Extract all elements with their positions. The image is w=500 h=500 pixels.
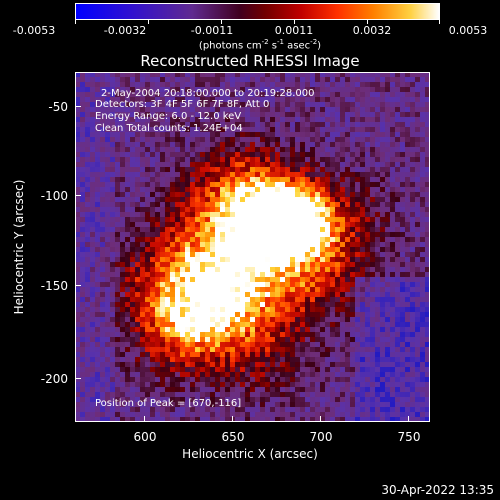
x-tick-label: 750 bbox=[397, 430, 421, 444]
colorbar-tick bbox=[294, 20, 295, 24]
peak-position-text: Position of Peak = [670,-116] bbox=[95, 398, 242, 409]
x-tick-label: 600 bbox=[133, 430, 157, 444]
colorbar-tick bbox=[367, 20, 368, 24]
x-tick bbox=[320, 416, 321, 422]
rhessi-image bbox=[75, 72, 430, 422]
x-tick bbox=[408, 416, 409, 422]
colorbar-tick-label: 0.0053 bbox=[448, 24, 488, 37]
colorbar-tick bbox=[75, 20, 76, 24]
y-tick bbox=[75, 106, 81, 107]
y-tick bbox=[75, 378, 81, 379]
x-tick-label: 650 bbox=[221, 430, 245, 444]
colorbar-tick bbox=[439, 20, 440, 24]
y-tick-label: -150 bbox=[40, 279, 68, 293]
colorbar-tick-label: -0.0011 bbox=[190, 24, 234, 37]
colorbar-tick-label: 0.0011 bbox=[274, 24, 314, 37]
x-tick-label: 700 bbox=[309, 430, 333, 444]
timestamp: 30-Apr-2022 13:35 bbox=[381, 483, 494, 497]
colorbar-tick-label: -0.0032 bbox=[103, 24, 147, 37]
heatmap bbox=[75, 72, 430, 422]
x-tick bbox=[232, 416, 233, 422]
colorbar-tick-label: 0.0032 bbox=[352, 24, 392, 37]
detectors-text: Detectors: 3F 4F 5F 6F 7F 8F, Att 0 bbox=[95, 99, 270, 110]
time-range-text: 2-May-2004 20:18:00.000 to 20:19:28.000 bbox=[101, 88, 315, 99]
image-title: Reconstructed RHESSI Image bbox=[140, 52, 360, 70]
x-tick bbox=[144, 416, 145, 422]
y-tick-label: -100 bbox=[40, 189, 68, 203]
colorbar-tick bbox=[221, 20, 222, 24]
x-axis-label: Heliocentric X (arcsec) bbox=[182, 447, 318, 461]
colorbar-tick bbox=[148, 20, 149, 24]
y-tick bbox=[75, 285, 81, 286]
colorbar-tick-label: -0.0053 bbox=[12, 24, 56, 37]
clean-counts-text: Clean Total counts: 1.24E+04 bbox=[95, 123, 243, 134]
y-tick-label: -50 bbox=[48, 100, 68, 114]
y-tick-label: -200 bbox=[40, 372, 68, 386]
y-axis-label: Heliocentric Y (arcsec) bbox=[12, 179, 26, 315]
y-tick bbox=[75, 195, 81, 196]
colorbar bbox=[75, 3, 440, 20]
colorbar-units: (photons cm-2 s-1 asec-2) bbox=[198, 38, 322, 52]
energy-range-text: Energy Range: 6.0 - 12.0 keV bbox=[95, 111, 242, 122]
